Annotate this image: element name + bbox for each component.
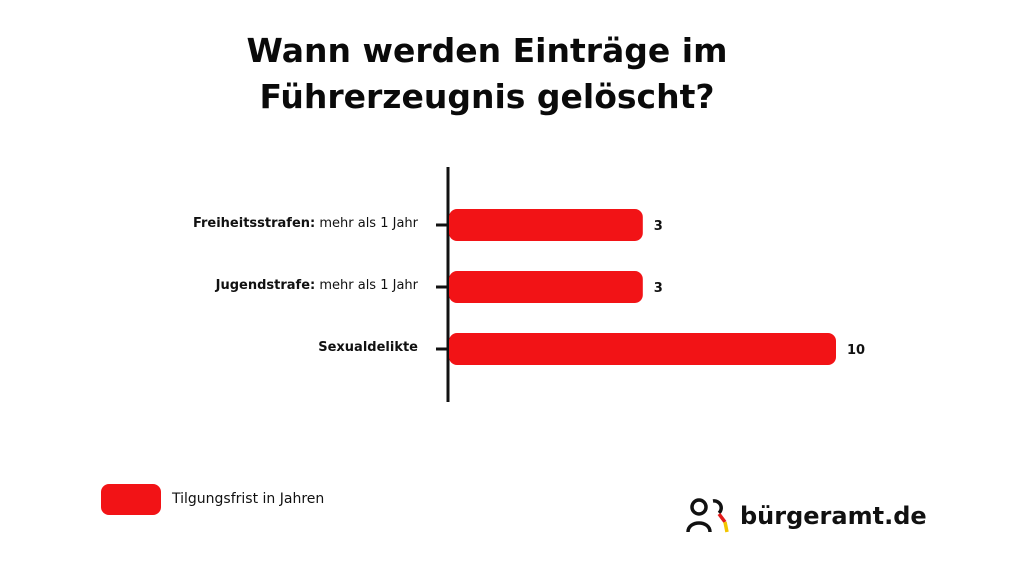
bar [449,209,643,241]
category-label: Jugendstrafe: mehr als 1 Jahr [215,278,419,293]
chart-title-line-1: Wann werden Einträge im [246,31,728,70]
bar [449,271,643,303]
category-label: Freiheitsstrafen: mehr als 1 Jahr [193,216,419,231]
category-label-bold: Sexualdelikte [318,340,418,355]
bar-value-label: 3 [654,281,663,296]
category-label-detail: mehr als 1 Jahr [315,216,418,231]
legend-swatch [101,484,161,515]
buergeramt-logo: bürgeramt.de [686,498,927,534]
legend-label: Tilgungsfrist in Jahren [172,491,325,507]
chart-title: Wann werden Einträge im Führerzeugnis ge… [180,28,794,120]
bar-value-label: 10 [847,343,865,358]
category-label-bold: Jugendstrafe: [215,278,316,293]
bar [449,333,836,365]
category-label: Sexualdelikte [318,340,418,355]
bar-value-label: 3 [654,219,663,234]
logo-text: bürgeramt.de [740,502,927,530]
category-label-bold: Freiheitsstrafen: [193,216,315,231]
chart-title-line-2: Führerzeugnis gelöscht? [259,77,715,116]
people-logo-icon [686,498,729,533]
category-label-detail: mehr als 1 Jahr [315,278,418,293]
